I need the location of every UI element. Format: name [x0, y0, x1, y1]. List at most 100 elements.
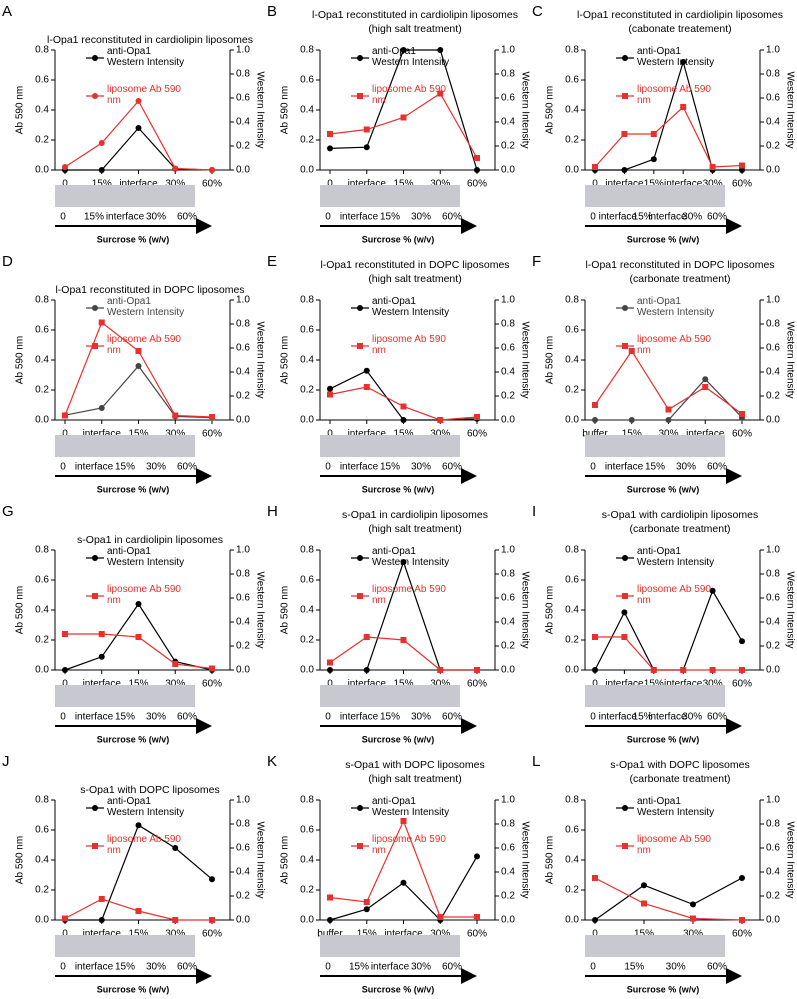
legend-marker	[357, 305, 363, 311]
y2-tick-label: 0.0	[766, 165, 780, 176]
legend-marker	[92, 93, 98, 99]
y2-tick-label: 0.4	[236, 867, 250, 878]
y-tick-label: 0.6	[35, 325, 49, 336]
x-tick-label: 0	[62, 179, 68, 190]
blot-label: 0	[590, 962, 596, 973]
x-tick-label: 15%	[393, 179, 413, 190]
legend-marker	[357, 93, 363, 99]
legend-box: liposome Ab 590 nm	[107, 584, 181, 606]
y2-tick-label: 0.2	[766, 891, 780, 902]
y2-tick-label: 0.6	[236, 343, 250, 354]
data-marker	[665, 406, 672, 413]
chart-title: l-Opa1 reconstituted in DOPC liposomes	[55, 284, 244, 296]
x-tick-label: interface	[605, 679, 644, 690]
data-marker	[172, 165, 179, 172]
blot-label: 0	[590, 212, 596, 223]
series-line	[65, 127, 213, 171]
legend-box: anti-Opa1 Western Intensity	[637, 296, 714, 318]
data-marker	[209, 876, 215, 883]
series-line	[595, 59, 742, 171]
x-tick-label: interface	[384, 929, 423, 940]
x-axis-label: Surcrose % (w/v)	[627, 984, 700, 994]
y-axis-label: Ab 590 nm	[545, 836, 556, 884]
blot-label: 15%	[115, 962, 135, 973]
x-tick-label: 30%	[430, 929, 450, 940]
x-tick-label: 15%	[92, 179, 112, 190]
blot-label: 30%	[146, 212, 166, 223]
y2-axis-label: Western Intensity	[519, 321, 530, 398]
chart-title: l-Opa1 reconstituted in DOPC liposomes	[585, 259, 774, 271]
data-marker	[621, 609, 628, 616]
y-tick-label: 0.6	[565, 825, 579, 836]
x-tick-label: 30%	[165, 929, 185, 940]
x-tick-label: 60%	[467, 429, 487, 440]
data-marker	[400, 879, 407, 886]
x-tick-label: 60%	[467, 929, 487, 940]
x-tick-label: 30%	[683, 929, 703, 940]
x-tick-label: 60%	[202, 179, 222, 190]
y2-axis-label: Western Intensity	[519, 571, 530, 648]
y-tick-label: 0.4	[300, 105, 314, 116]
data-marker	[739, 667, 745, 673]
legend-box: liposome Ab 590 nm	[107, 834, 181, 856]
legend-box: liposome Ab 590 nm	[372, 84, 446, 106]
y2-axis-label: Western Intensity	[784, 321, 795, 398]
y2-tick-label: 0.0	[236, 915, 250, 926]
chart-subtitle: (carbonate treatment)	[630, 773, 731, 785]
blot-label: 15%	[633, 712, 653, 723]
x-tick-label: 0	[592, 929, 598, 940]
y-axis-label: Ab 590 nm	[545, 86, 556, 134]
y2-tick-label: 0.8	[501, 569, 515, 580]
blot-image	[55, 435, 195, 457]
y2-tick-label: 0.8	[766, 569, 780, 580]
data-marker	[474, 155, 480, 161]
data-marker	[172, 661, 179, 667]
y-axis-label: Ab 590 nm	[280, 86, 291, 134]
blot-image	[585, 185, 725, 207]
x-tick-label: 0	[592, 179, 598, 190]
blot-label: 60%	[707, 212, 727, 223]
legend-label: anti-Opa1 Western Intensity	[107, 546, 185, 568]
y2-tick-label: 0.8	[766, 69, 780, 80]
data-marker	[621, 634, 628, 640]
blot-label: 0	[325, 962, 331, 973]
series-line	[594, 877, 743, 921]
panel: Js-Opa1 with DOPC liposomes 0.0 0.2 0.4 0.6 0…	[2, 753, 265, 994]
legend-marker	[622, 805, 628, 811]
legend-box: anti-Opa1 Western Intensity	[637, 46, 714, 68]
data-marker	[209, 917, 215, 923]
y-tick-label: 0.0	[565, 165, 579, 176]
data-marker	[400, 47, 407, 53]
data-marker	[363, 367, 370, 374]
y2-axis-label: Western Intensity	[519, 821, 530, 898]
data-marker	[650, 156, 657, 163]
data-marker	[98, 167, 105, 173]
x-tick-label: 0	[327, 179, 333, 190]
x-tick-label: interface	[664, 679, 703, 690]
data-marker	[437, 47, 444, 53]
panel-letter: D	[2, 253, 13, 270]
panel: Gs-Opa1 in cardiolipin liposomes 0.0 0.2 0.…	[2, 503, 265, 744]
x-tick-label: 30%	[165, 429, 185, 440]
y2-tick-label: 0.0	[766, 915, 780, 926]
x-tick-label: buffer	[582, 429, 608, 440]
blot-image	[585, 435, 725, 457]
y2-axis-label: Western Intensity	[519, 71, 530, 148]
y-axis-label: Ab 590 nm	[545, 586, 556, 634]
blot-label: interface	[605, 462, 644, 473]
y-tick-label: 0.0	[35, 415, 49, 426]
blot-label: interface	[371, 962, 410, 973]
x-axis-label: Surcrose % (w/v)	[362, 484, 435, 494]
x-tick-label: 30%	[430, 429, 450, 440]
y-tick-label: 0.4	[35, 355, 49, 366]
blot-label: 60%	[707, 962, 727, 973]
y-tick-label: 0.0	[300, 915, 314, 926]
data-marker	[592, 634, 598, 640]
y-tick-label: 0.6	[300, 825, 314, 836]
y2-tick-label: 0.6	[766, 93, 780, 104]
legend-box: anti-Opa1 Western Intensity	[372, 796, 449, 818]
series-line	[595, 636, 742, 671]
blot-label: 30%	[146, 462, 166, 473]
